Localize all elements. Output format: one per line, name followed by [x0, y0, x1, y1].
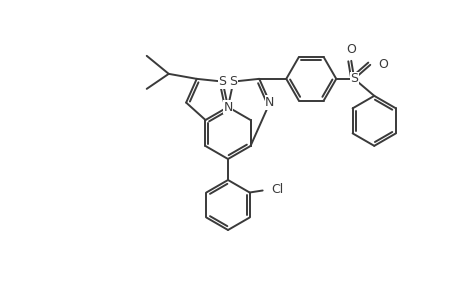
- Text: S: S: [229, 75, 237, 88]
- Text: O: O: [346, 43, 355, 56]
- Text: S: S: [349, 72, 358, 86]
- Text: S: S: [218, 75, 226, 88]
- Text: N: N: [223, 100, 232, 113]
- Text: O: O: [377, 58, 387, 71]
- Text: N: N: [264, 96, 274, 109]
- Text: Cl: Cl: [271, 183, 283, 196]
